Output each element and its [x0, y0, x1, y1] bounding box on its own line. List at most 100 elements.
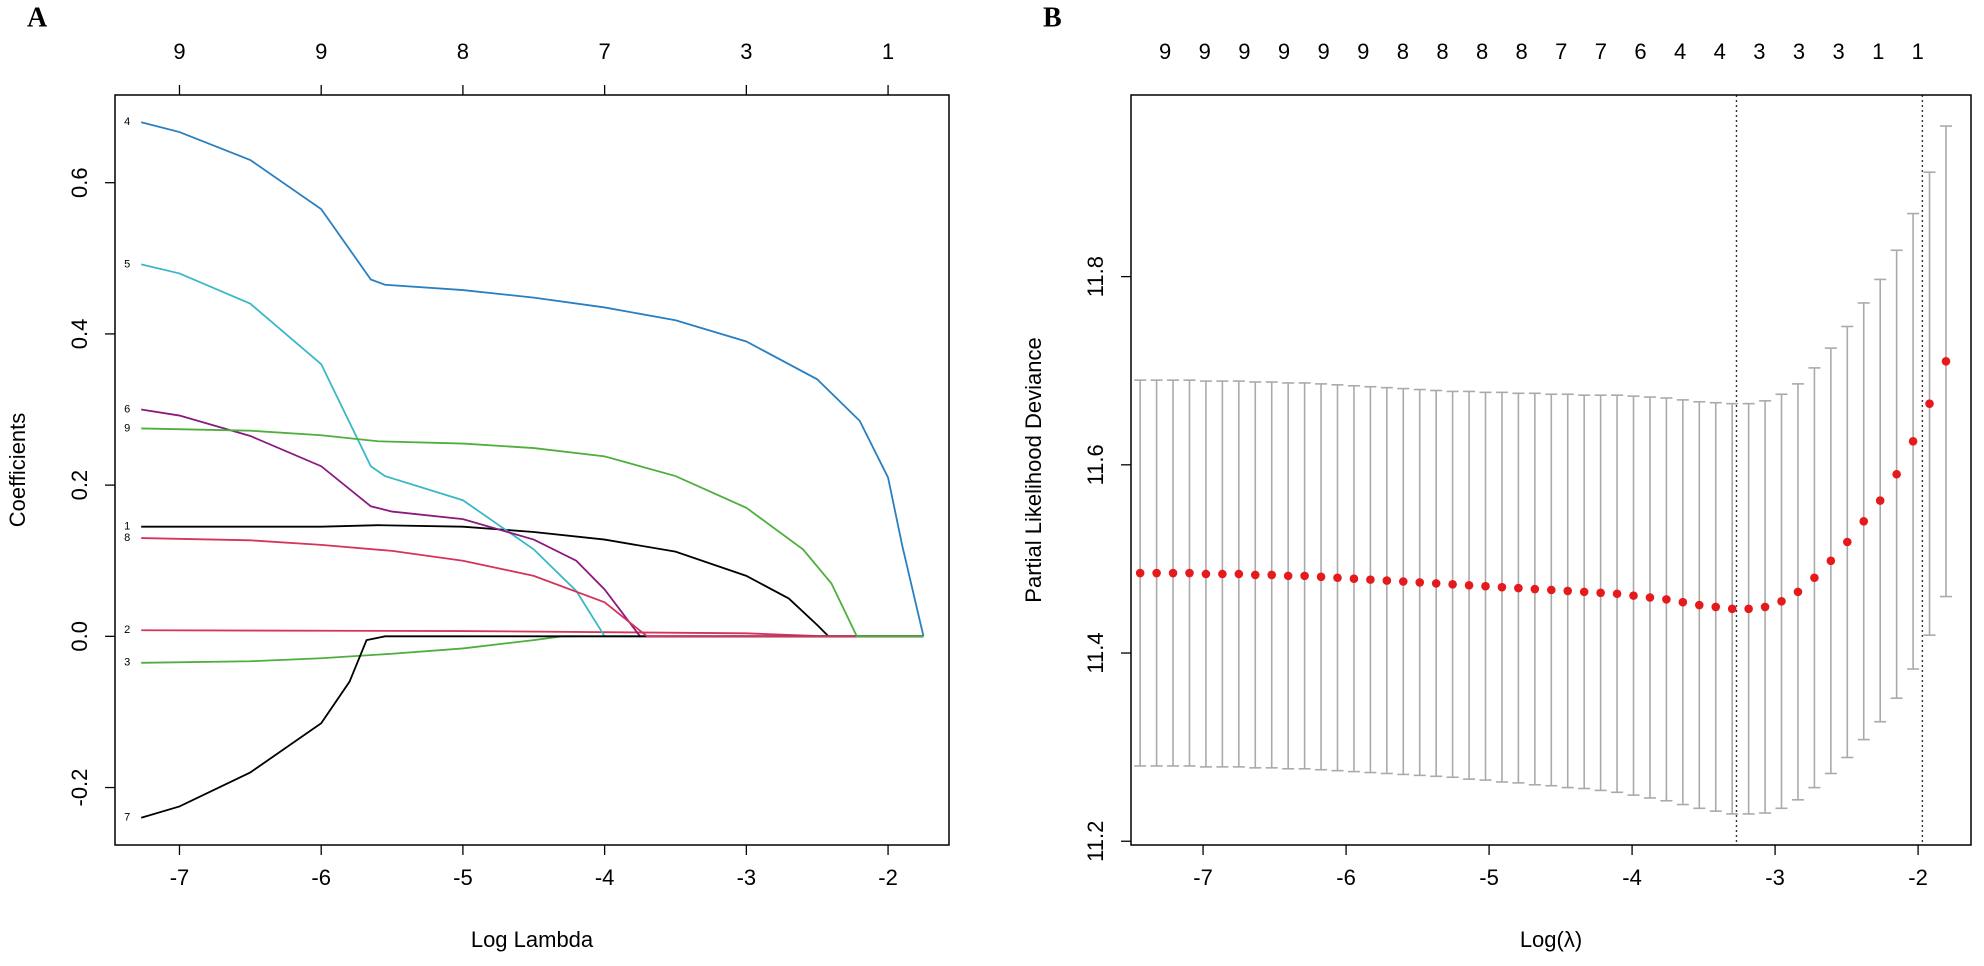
point — [1464, 580, 1474, 590]
point — [1645, 593, 1655, 602]
point — [1744, 604, 1753, 614]
y-tick-label: 0.2 — [67, 470, 92, 501]
point — [1497, 582, 1507, 592]
panel-label: A — [27, 2, 48, 33]
coefficient-path — [141, 263, 924, 638]
point — [1859, 516, 1869, 526]
x-tick-label: -2 — [878, 865, 898, 890]
point — [1875, 496, 1885, 505]
point — [1810, 573, 1819, 583]
x-tick-label: -3 — [737, 865, 757, 890]
y-tick-label: 11.8 — [1083, 256, 1108, 297]
coefficient-path — [141, 524, 924, 638]
top-tick-label: 6 — [1634, 39, 1646, 64]
series-label: 1 — [124, 521, 130, 533]
coefficient-path — [141, 408, 924, 638]
top-tick-label: 1 — [1872, 39, 1884, 64]
x-tick-label: -6 — [1336, 865, 1356, 890]
point — [1168, 568, 1178, 578]
series-label: 7 — [124, 812, 130, 824]
point — [1135, 568, 1145, 578]
point — [1612, 589, 1622, 599]
point — [1300, 571, 1309, 581]
point — [1892, 469, 1901, 479]
top-tick-label: 8 — [1436, 39, 1448, 64]
point — [1234, 569, 1244, 579]
top-tick-label: 7 — [1555, 39, 1567, 64]
coefficient-path — [140, 635, 924, 819]
point — [1694, 600, 1704, 610]
point — [1826, 556, 1836, 566]
series-label: 5 — [124, 258, 130, 270]
point — [1250, 570, 1260, 580]
point — [1629, 591, 1638, 600]
point — [1218, 569, 1227, 579]
x-tick-label: -5 — [453, 865, 473, 890]
plot-frame — [114, 94, 950, 846]
y-tick-label: 0.0 — [67, 621, 92, 652]
series-label: 8 — [124, 532, 130, 544]
point — [1333, 573, 1342, 583]
x-axis-title: Log Lambda — [471, 927, 594, 952]
point — [1382, 576, 1392, 585]
point — [1941, 357, 1951, 366]
y-tick-label: 0.6 — [67, 167, 92, 198]
point — [1579, 587, 1589, 597]
y-tick-label: 11.4 — [1083, 632, 1108, 673]
point — [1267, 570, 1277, 580]
y-tick-label: 0.4 — [67, 319, 92, 350]
point — [1727, 604, 1737, 614]
series-label: 9 — [124, 422, 130, 434]
coefficient-path — [141, 537, 924, 638]
point — [1415, 578, 1425, 587]
top-tick-label: 1 — [1912, 39, 1924, 64]
x-tick-label: -3 — [1765, 865, 1785, 890]
top-tick-label: 9 — [1238, 39, 1250, 64]
x-tick-label: -4 — [1622, 865, 1642, 890]
panel-label: B — [1043, 2, 1062, 33]
point — [1662, 595, 1671, 604]
series-label: 6 — [124, 403, 130, 415]
top-tick-label: 9 — [1199, 39, 1211, 64]
top-tick-label: 3 — [1753, 39, 1765, 64]
point — [1530, 584, 1540, 594]
x-tick-label: -7 — [170, 865, 190, 890]
point — [1908, 436, 1918, 446]
top-tick-label: 8 — [1476, 39, 1488, 64]
point — [1843, 537, 1852, 547]
coefficient-path — [141, 629, 924, 638]
top-tick-label: 9 — [1159, 39, 1171, 64]
coefficient-path — [141, 635, 924, 664]
top-tick-label: 9 — [173, 39, 185, 64]
y-tick-label: 11.2 — [1083, 821, 1108, 862]
point — [1201, 569, 1211, 579]
top-tick-label: 9 — [1357, 39, 1369, 64]
y-tick-label: -0.2 — [67, 769, 92, 807]
top-tick-label: 1 — [882, 39, 894, 64]
point — [1711, 602, 1721, 612]
x-tick-label: -2 — [1908, 865, 1928, 890]
point — [1152, 568, 1161, 578]
x-tick-label: -7 — [1193, 865, 1213, 890]
top-tick-label: 9 — [315, 39, 327, 64]
top-tick-label: 3 — [1832, 39, 1844, 64]
point — [1777, 596, 1786, 606]
point — [1431, 579, 1441, 588]
y-axis-title: Coefficients — [5, 413, 30, 528]
point — [1563, 586, 1573, 596]
top-tick-label: 3 — [740, 39, 752, 64]
point — [1793, 587, 1803, 597]
point — [1316, 572, 1326, 582]
top-tick-label: 4 — [1714, 39, 1726, 64]
point — [1678, 597, 1688, 607]
coefficient-path — [140, 121, 925, 637]
top-tick-label: 4 — [1674, 39, 1686, 64]
coefficient-path — [141, 427, 924, 638]
y-tick-label: 11.6 — [1083, 444, 1108, 485]
point — [1481, 581, 1490, 591]
top-tick-label: 3 — [1793, 39, 1805, 64]
series-label: 2 — [124, 624, 130, 636]
point — [1596, 588, 1605, 598]
